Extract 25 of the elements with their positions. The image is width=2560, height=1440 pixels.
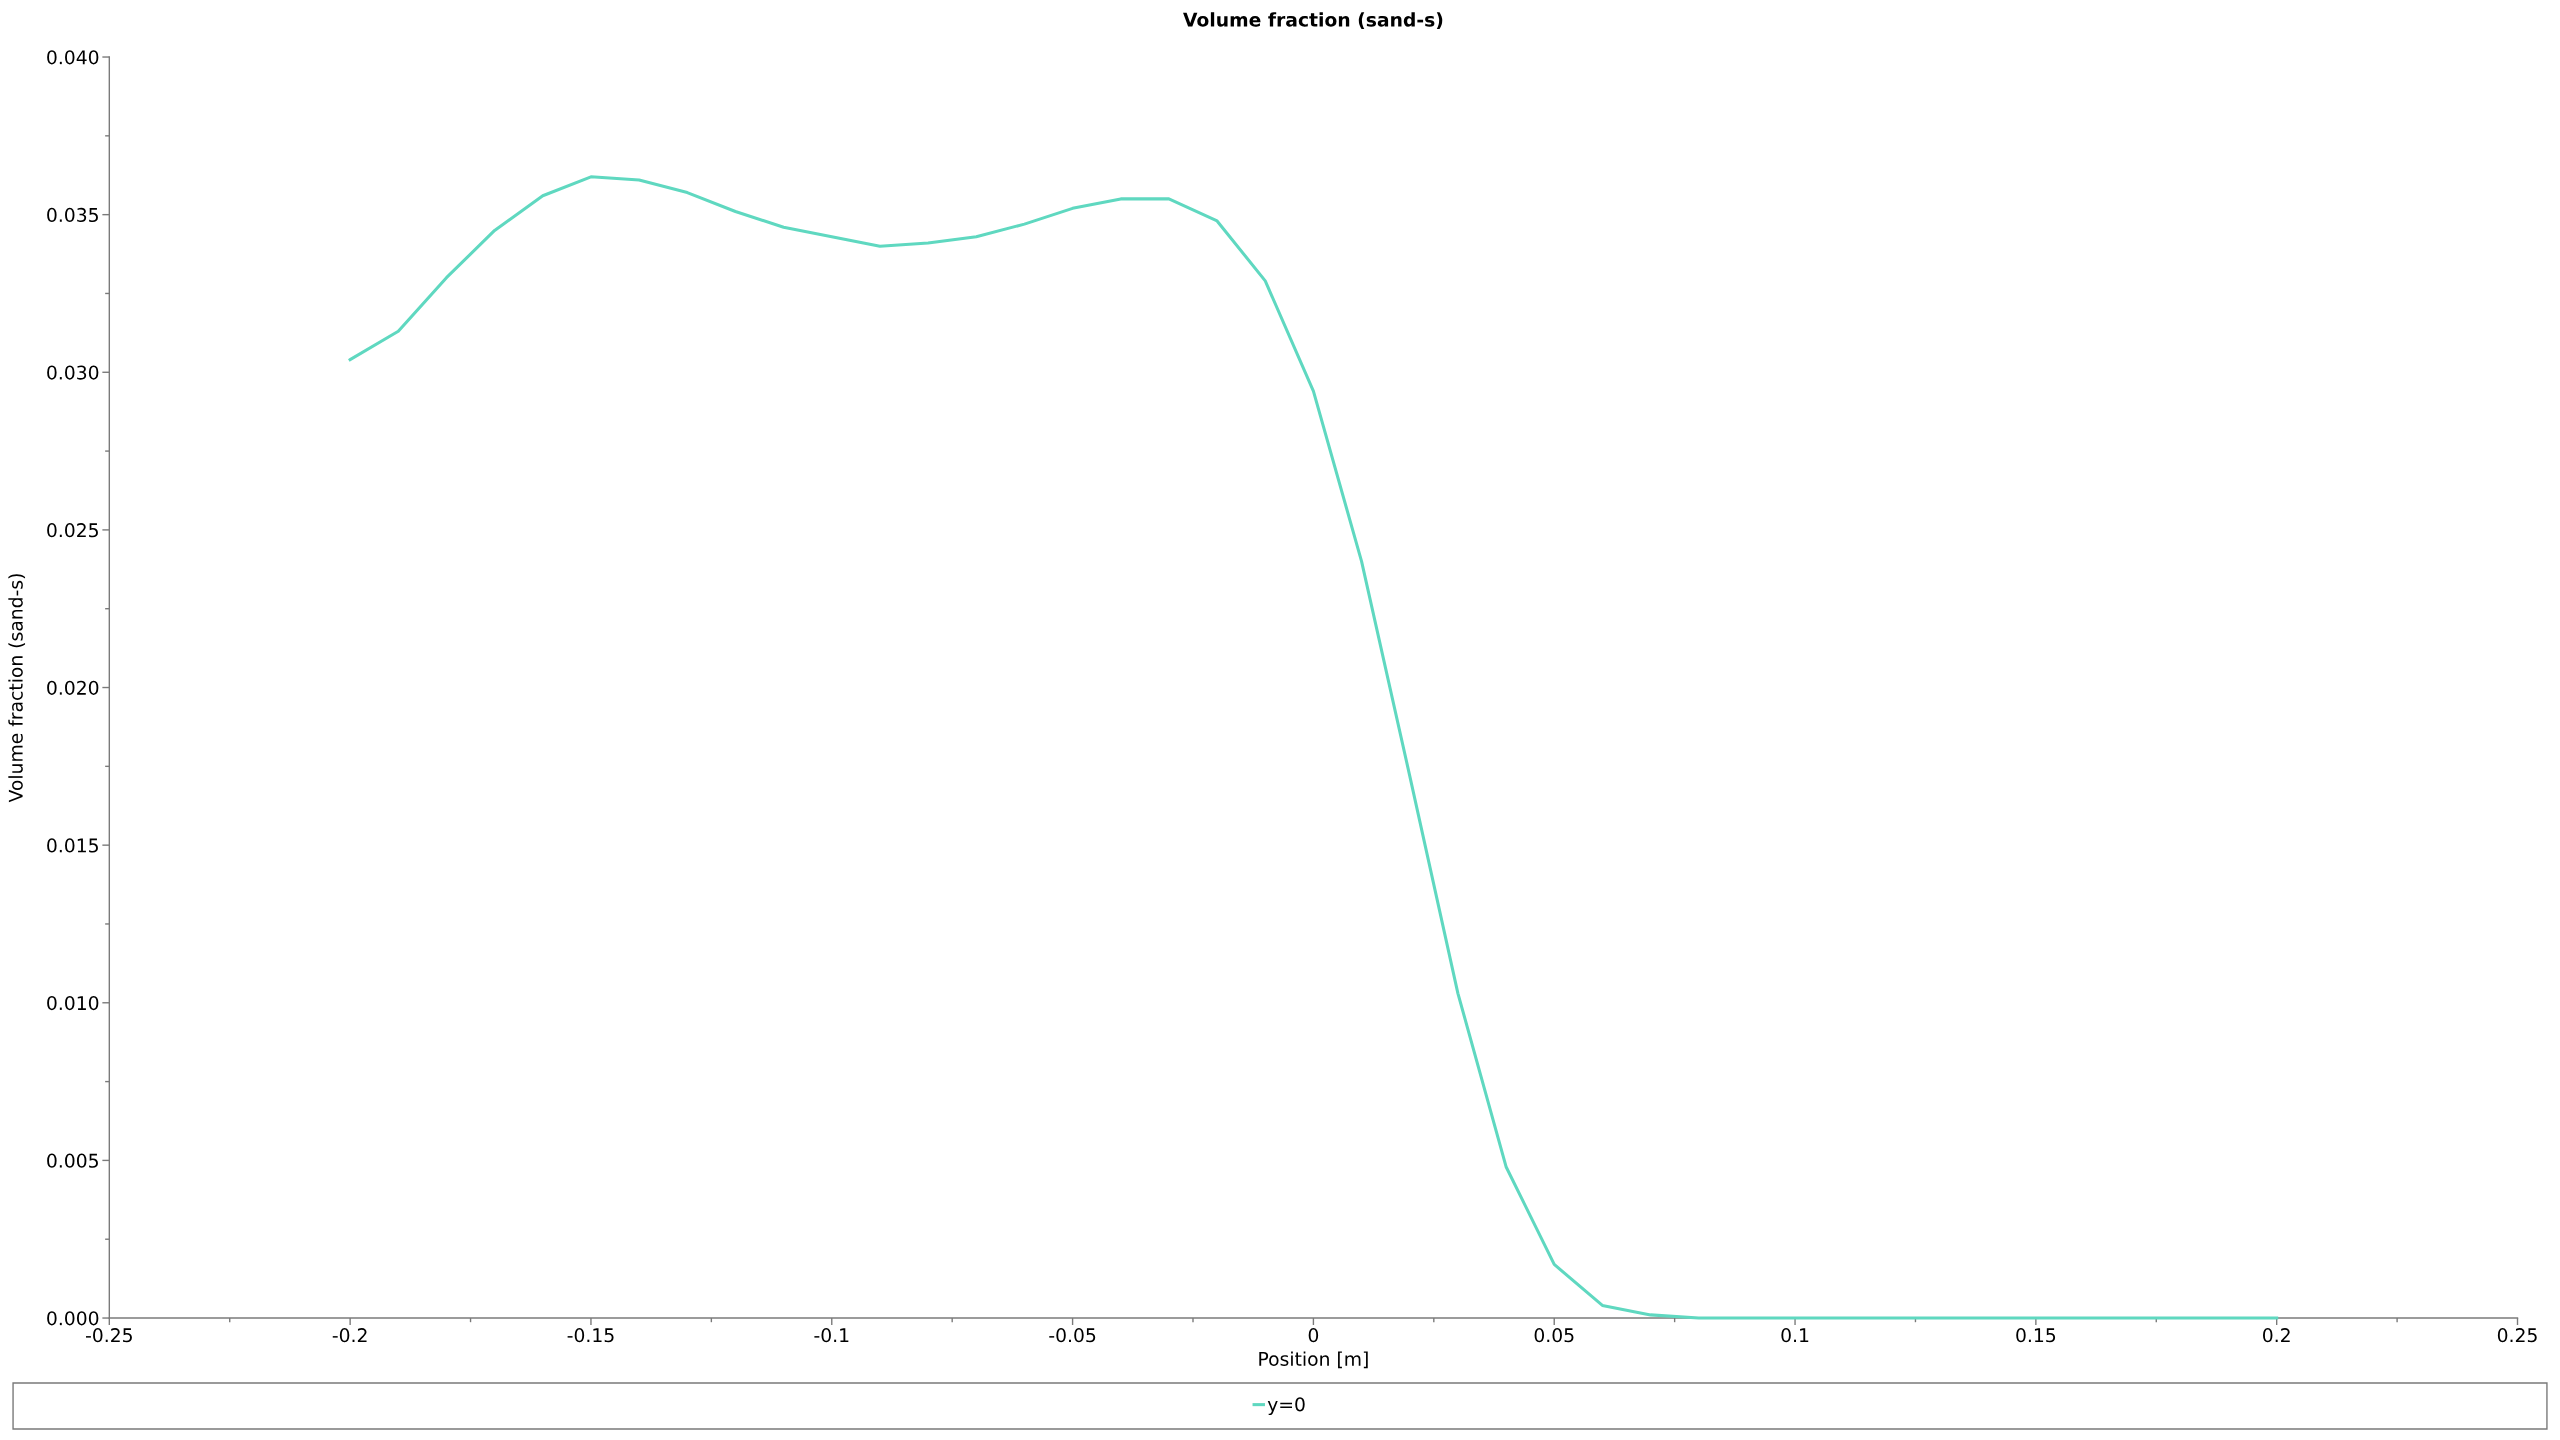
x-tick-label: -0.25 xyxy=(85,1328,132,1343)
y-tick-label: 0.015 xyxy=(47,838,98,853)
y-tick-label: 0.005 xyxy=(47,1153,98,1168)
x-tick-label: 0.2 xyxy=(2263,1328,2290,1343)
y-tick-label: 0.000 xyxy=(47,1311,99,1326)
x-tick-label: 0.15 xyxy=(2016,1328,2056,1343)
x-tick-label: 0.05 xyxy=(1534,1328,1574,1343)
x-axis-title: Position [m] xyxy=(1259,1351,1368,1369)
y-tick-label: 0.030 xyxy=(47,365,99,380)
y-tick-label: 0.020 xyxy=(47,680,99,695)
x-tick-label: -0.2 xyxy=(332,1328,367,1343)
y-tick-label: 0.040 xyxy=(47,50,99,65)
y-tick-label: 0.025 xyxy=(47,523,98,538)
chart-title: Volume fraction (sand-s) xyxy=(1183,12,1443,29)
x-tick-label: 0.1 xyxy=(1781,1328,1809,1343)
y-tick-label: 0.035 xyxy=(47,207,98,223)
x-tick-label: -0.05 xyxy=(1049,1328,1096,1343)
y-axis-title: Volume fraction (sand-s) xyxy=(8,574,26,803)
legend-label: y=0 xyxy=(1267,1397,1305,1416)
x-tick-label: -0.1 xyxy=(814,1328,849,1343)
line-series xyxy=(348,175,2279,1320)
y-tick-label: 0.010 xyxy=(47,995,99,1011)
x-tick-label: -0.15 xyxy=(567,1328,614,1343)
x-tick-label: 0 xyxy=(1308,1328,1319,1343)
x-tick-label: 0.25 xyxy=(2497,1328,2537,1343)
